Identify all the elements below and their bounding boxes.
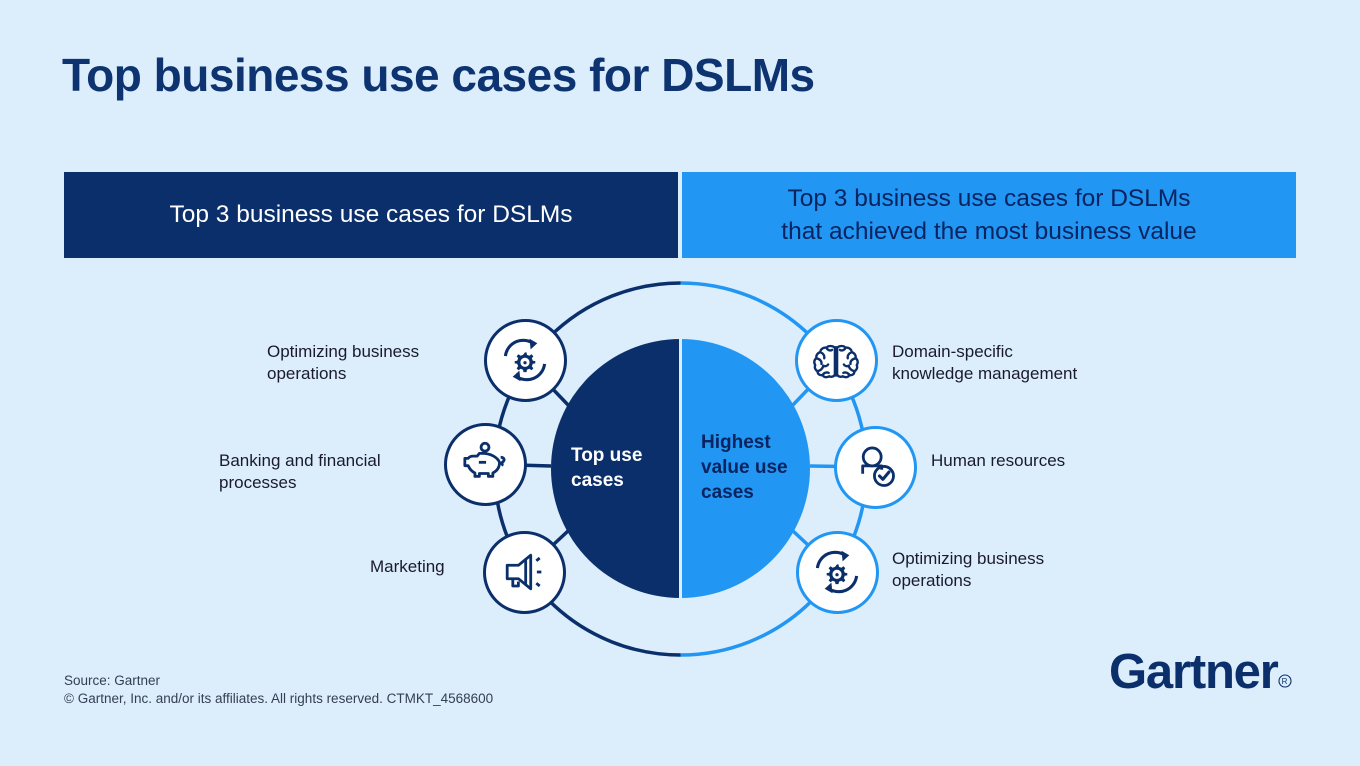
svg-text:Gartner: Gartner — [1109, 651, 1279, 699]
svg-text:R: R — [1282, 677, 1288, 686]
